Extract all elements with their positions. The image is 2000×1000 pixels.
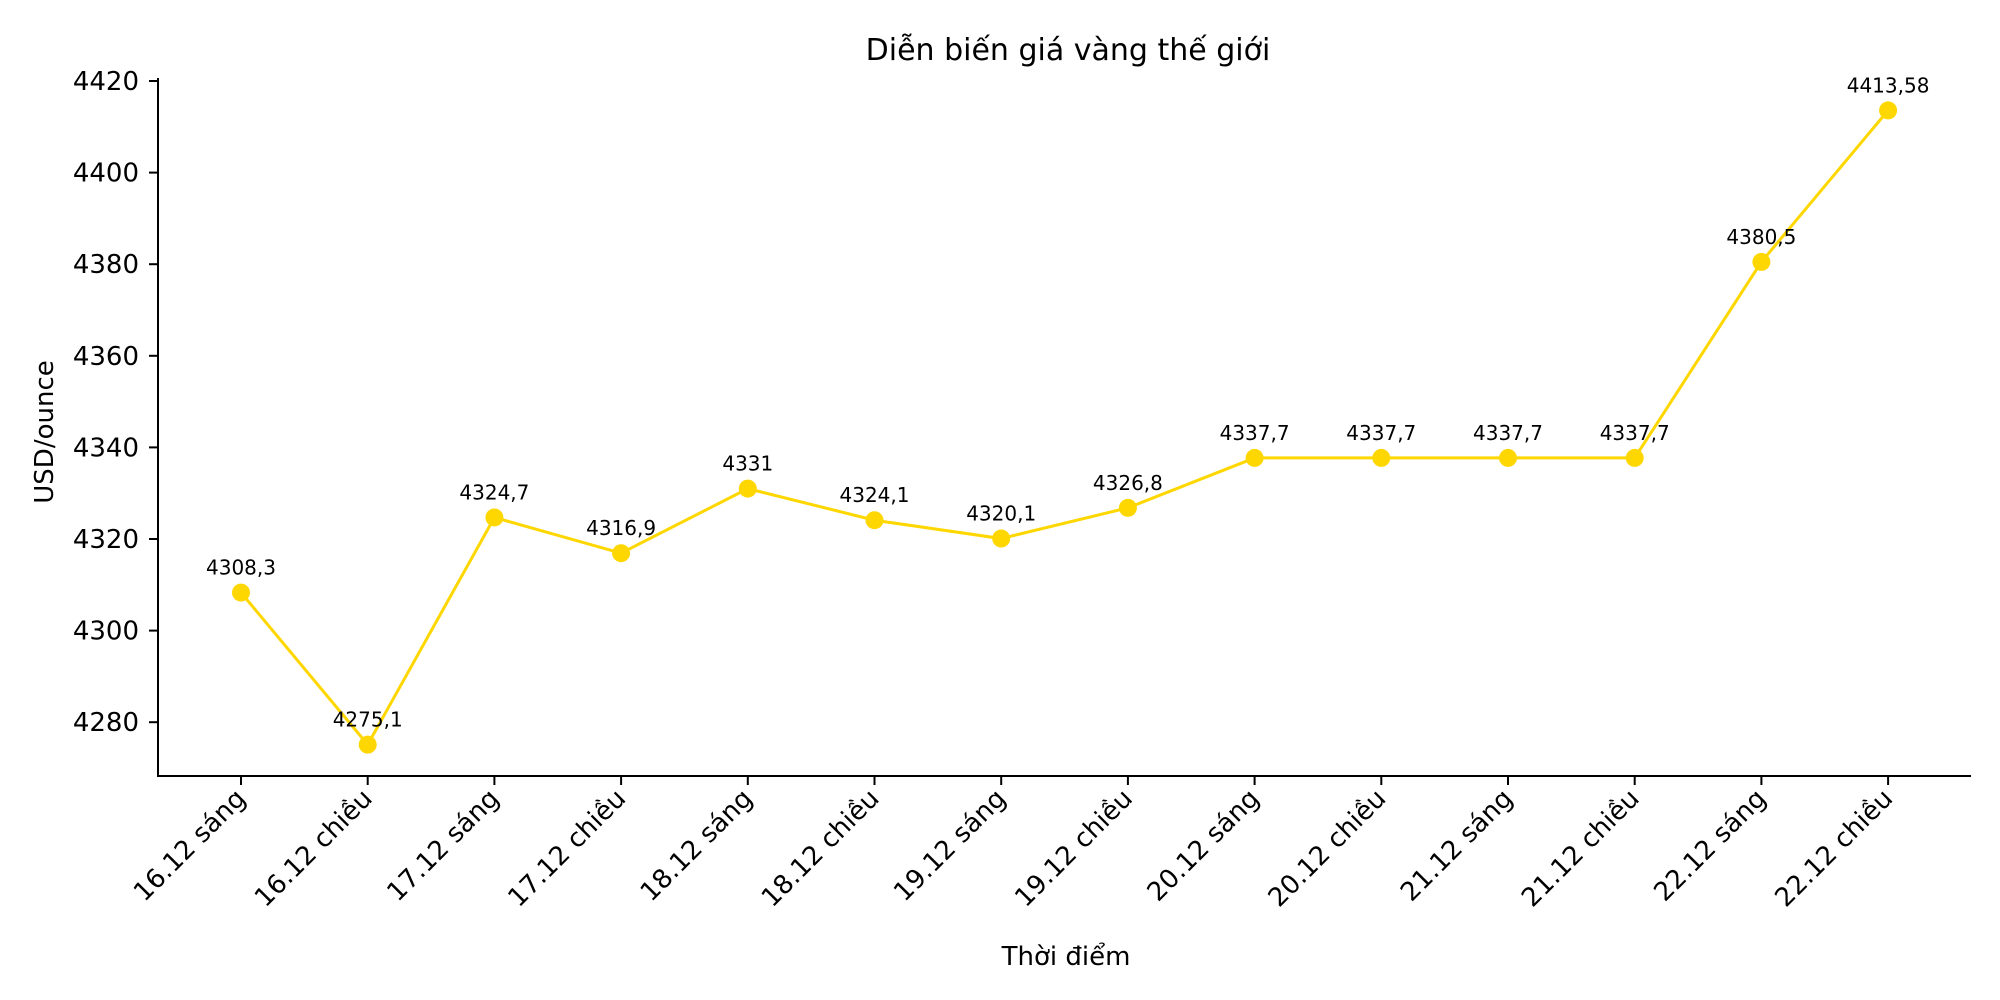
x-tick-label: 20.12 chiều [1263,784,1393,914]
data-label: 4337,7 [1473,421,1543,445]
y-axis-label: USD/ounce [30,360,60,503]
x-tick-label: 19.12 sáng [888,784,1012,908]
data-point [1499,448,1517,467]
data-point [1372,448,1391,467]
x-tick-label: 22.12 sáng [1648,784,1772,908]
x-tick-label: 22.12 chiều [1770,784,1900,914]
y-tick-label: 4300 [73,617,139,647]
data-series: 4308,3 4275,1 4324,7 4316,9 4331 4324,1 4320,1… [206,73,1930,754]
data-label: 4337,7 [1220,421,1290,445]
y-tick-label: 4320 [73,525,139,555]
x-tick-label: 16.12 sáng [128,784,252,908]
data-label: 4337,7 [1346,421,1416,445]
data-label: 4324,1 [840,483,910,507]
data-point [992,529,1011,548]
data-point [1752,252,1771,271]
x-tick-label: 20.12 sáng [1142,784,1266,908]
data-point [1118,498,1137,517]
x-tick-label: 16.12 chiều [249,784,379,914]
x-tick-label: 18.12 chiều [756,784,886,914]
data-point [612,544,631,563]
data-label: 4413,58 [1847,73,1930,97]
data-label: 4275,1 [333,708,403,732]
x-tick-label: 18.12 sáng [635,784,759,908]
data-label: 4308,3 [206,556,276,580]
y-tick-label: 4380 [73,250,139,280]
y-tick-label: 4360 [73,342,139,372]
data-point [232,583,250,602]
data-label: 4320,1 [966,502,1036,526]
data-label: 4316,9 [586,516,656,540]
data-label: 4337,7 [1600,421,1670,445]
y-tick-label: 4400 [73,159,139,189]
y-tick-label: 4420 [73,67,139,97]
data-point [485,508,504,527]
data-point [738,479,757,498]
y-axis: 4280 4300 4320 4340 4360 4380 4400 4420 [73,67,158,738]
x-tick-label: 21.12 chiều [1516,784,1646,914]
price-line [239,109,1890,748]
data-point [1625,448,1644,467]
x-tick-label: 17.12 chiều [503,784,633,914]
data-label: 4326,8 [1093,471,1163,495]
data-label: 4380,5 [1726,225,1796,249]
x-tick-label: 19.12 chiều [1009,784,1139,914]
x-tick-label: 17.12 sáng [381,784,505,908]
data-point [358,735,377,754]
y-tick-label: 4280 [73,708,139,738]
data-point [1879,101,1898,120]
data-point [1245,448,1264,467]
data-label: 4331 [722,452,773,476]
chart-title: Diễn biến giá vàng thế giới [866,33,1271,68]
y-tick-label: 4340 [73,433,139,463]
x-tick-label: 21.12 sáng [1395,784,1519,908]
x-axis-label: Thời điểm [1001,941,1131,972]
data-label: 4324,7 [459,480,529,504]
data-point [865,511,884,530]
